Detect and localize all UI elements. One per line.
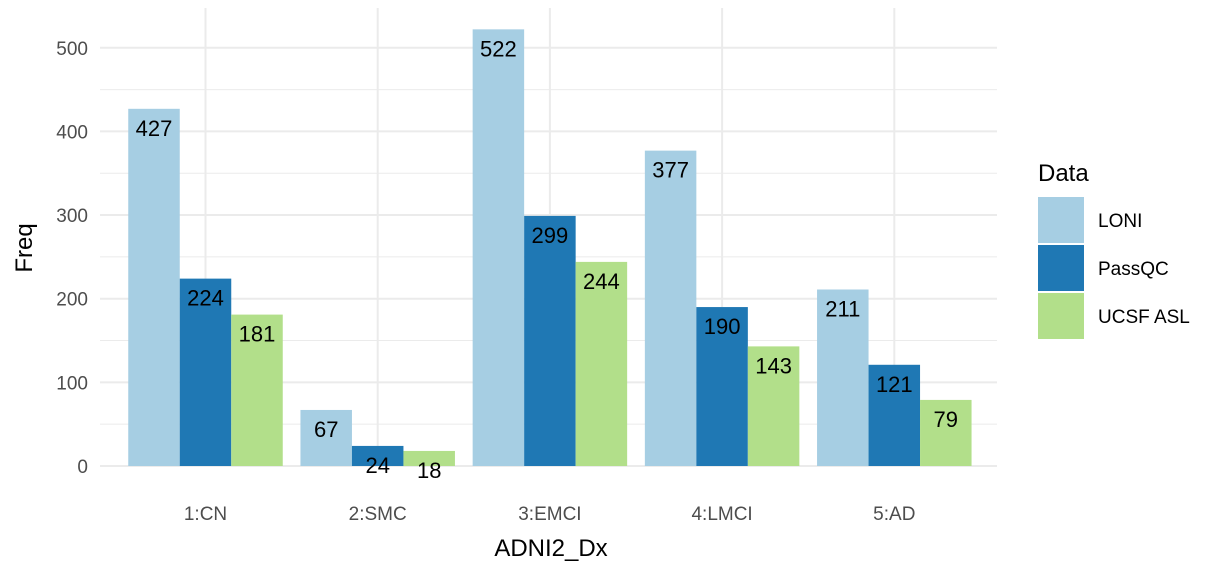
y-axis-title: Freq	[11, 223, 38, 272]
legend-key	[1038, 293, 1084, 339]
bar-value-label: 79	[934, 407, 958, 432]
x-axis-ticks: 1:CN 2:SMC 3:EMCI 4:LMCI 5:AD	[184, 504, 916, 525]
bar	[920, 399, 972, 466]
bar-value-label: 24	[365, 453, 389, 478]
legend: Data LONI PassQC UCSF ASL	[1038, 160, 1190, 339]
y-tick-label: 100	[56, 373, 88, 394]
legend-label: UCSF ASL	[1098, 307, 1190, 328]
bar-value-label: 427	[136, 116, 173, 141]
y-tick-label: 400	[56, 122, 88, 143]
x-axis-title: ADNI2_Dx	[494, 535, 607, 561]
legend-key	[1038, 245, 1084, 291]
bar-value-label: 143	[755, 353, 792, 378]
bar	[524, 215, 576, 466]
bar-value-label: 224	[187, 286, 224, 311]
legend-label: LONI	[1098, 211, 1142, 232]
bar-value-label: 18	[417, 458, 441, 483]
x-tick-label: 5:AD	[873, 504, 915, 525]
bar-value-label: 190	[704, 314, 741, 339]
y-axis-ticks: 0 100 200 300 400 500	[56, 39, 88, 478]
legend-key	[1038, 197, 1084, 243]
bar	[472, 29, 525, 467]
y-tick-label: 200	[56, 290, 88, 311]
bar	[868, 364, 921, 466]
bar	[747, 346, 800, 466]
bar-value-label: 211	[825, 296, 860, 321]
bar	[300, 409, 352, 466]
legend-title: Data	[1038, 160, 1089, 187]
bar	[231, 314, 283, 466]
bar	[817, 289, 869, 466]
bar	[403, 450, 455, 466]
bar	[351, 445, 404, 466]
bar-value-label: 121	[876, 372, 913, 397]
x-tick-label: 2:SMC	[349, 504, 407, 525]
y-tick-label: 500	[56, 39, 88, 60]
bar	[696, 307, 748, 466]
bar	[644, 150, 697, 466]
bar-value-label: 522	[480, 36, 517, 61]
bar	[128, 108, 180, 466]
bar	[179, 278, 232, 466]
bars	[128, 29, 972, 467]
y-tick-label: 0	[77, 457, 88, 478]
bar-value-label: 299	[532, 223, 569, 248]
bar-value-label: 67	[314, 417, 338, 442]
y-tick-label: 300	[56, 206, 88, 227]
bar-value-label: 244	[583, 269, 620, 294]
data-labels: 427 224 181 67 24 18 522 299 244 377 190 143 211 121 7…	[136, 36, 958, 483]
x-tick-label: 1:CN	[184, 504, 227, 525]
x-tick-label: 4:LMCI	[691, 504, 752, 525]
bar-value-label: 377	[652, 158, 689, 183]
bar-value-label: 181	[239, 322, 276, 347]
legend-label: PassQC	[1098, 259, 1169, 280]
bar	[575, 261, 628, 466]
x-tick-label: 3:EMCI	[518, 504, 581, 525]
